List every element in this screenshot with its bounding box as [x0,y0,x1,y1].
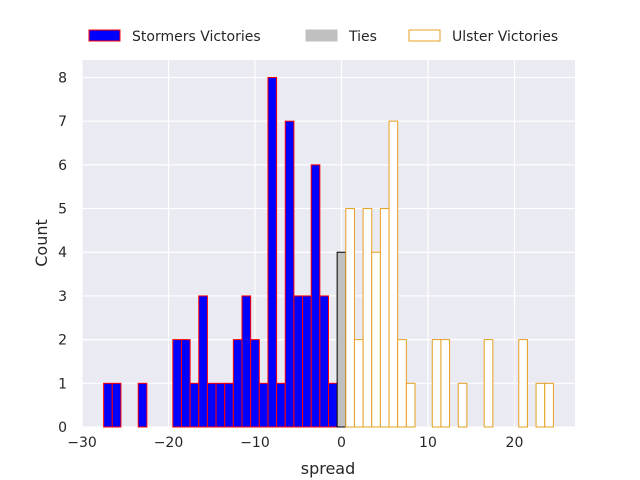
bar-ulster-victories [405,382,416,428]
x-tick-label: 0 [337,435,346,451]
bar-ulster-victories [353,339,364,428]
legend-swatch [408,29,441,42]
bar-ties [336,251,347,428]
y-axis-label: Count [32,219,51,267]
bar-stormers-victories [302,295,312,428]
bar-stormers-victories [267,76,278,428]
bar-stormers-victories [189,382,200,428]
x-axis-ticks: −30 −20 −10 0 10 20 [67,435,523,451]
x-tick-label: −30 [67,435,97,451]
bars-group [103,76,554,428]
legend: Stormers Victories Ties Ulster Victories [88,29,558,45]
legend-label: Stormers Victories [132,29,261,45]
bar-stormers-victories [241,295,252,428]
x-tick-label: 10 [419,435,437,451]
bar-stormers-victories [250,339,260,428]
bar-stormers-victories [276,382,286,428]
bar-stormers-victories [224,382,234,428]
legend-swatch [88,29,121,42]
y-tick-label: 4 [58,245,67,261]
bar-stormers-victories [137,382,148,428]
bar-stormers-victories [319,295,330,428]
legend-label: Ulster Victories [452,29,558,45]
y-tick-label: 3 [58,289,67,305]
bar-ulster-victories [483,339,494,428]
x-tick-label: 20 [506,435,524,451]
bar-stormers-victories [258,382,269,428]
y-tick-label: 1 [58,376,67,392]
bar-stormers-victories [198,295,208,428]
x-tick-label: −10 [240,435,270,451]
bar-ulster-victories [518,339,528,428]
bar-stormers-victories [215,382,226,428]
y-axis-ticks: 0 1 2 3 4 5 6 7 8 [58,70,67,436]
bar-stormers-victories [232,339,243,428]
bar-ulster-victories [440,339,451,428]
bar-stormers-victories [293,295,304,428]
y-tick-label: 2 [58,333,67,349]
legend-label: Ties [348,29,377,45]
bar-stormers-victories [284,120,295,428]
bar-ulster-victories [457,382,468,428]
x-tick-label: −20 [154,435,184,451]
bar-stormers-victories [206,382,217,428]
legend-swatch [305,29,338,42]
bar-ulster-victories [535,382,546,428]
bar-ulster-victories [379,208,390,428]
bar-ulster-victories [544,382,554,428]
y-tick-label: 8 [58,70,67,86]
bar-ulster-victories [397,339,407,428]
bar-stormers-victories [103,382,113,428]
y-tick-label: 7 [58,114,67,130]
y-tick-label: 5 [58,202,67,218]
bar-stormers-victories [180,339,191,428]
bar-ulster-victories [362,208,373,428]
bar-ulster-victories [388,120,399,428]
bar-ulster-victories [345,208,355,428]
x-axis-label: spread [301,459,356,478]
bar-ulster-victories [371,251,381,428]
y-tick-label: 0 [58,420,67,436]
bar-stormers-victories [111,382,122,428]
y-tick-label: 6 [58,158,67,174]
bar-stormers-victories [328,382,338,428]
bar-stormers-victories [310,164,321,428]
bar-ulster-victories [431,339,442,428]
bar-stormers-victories [172,339,182,428]
